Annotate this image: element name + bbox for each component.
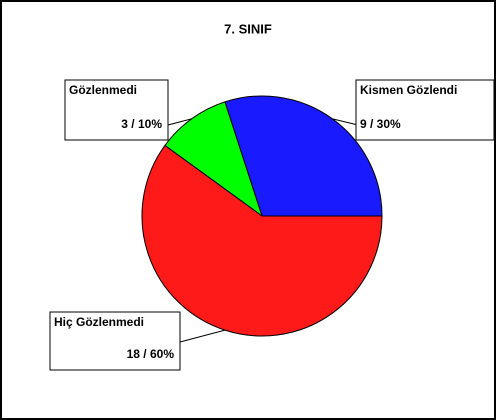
label-box: [64, 79, 169, 141]
value-label: 3 / 10%: [121, 117, 162, 131]
pie-slice: [141, 144, 383, 337]
slice-label: Kismen Gözlendi: [360, 83, 457, 97]
leader-line: [167, 118, 192, 126]
leader-line: [179, 329, 226, 343]
chart-title: 7. SINIF: [224, 21, 272, 36]
leader-line: [332, 118, 359, 126]
pie-slice: [224, 95, 383, 217]
slice-label: Gözlenmedi: [69, 83, 137, 97]
pie-slice: [164, 101, 263, 218]
value-label: 18 / 60%: [127, 347, 175, 361]
label-box: [355, 79, 495, 141]
label-box: [49, 311, 181, 371]
value-label: 9 / 30%: [360, 117, 401, 131]
slice-label: Hiç Gözlenmedi: [54, 315, 144, 329]
